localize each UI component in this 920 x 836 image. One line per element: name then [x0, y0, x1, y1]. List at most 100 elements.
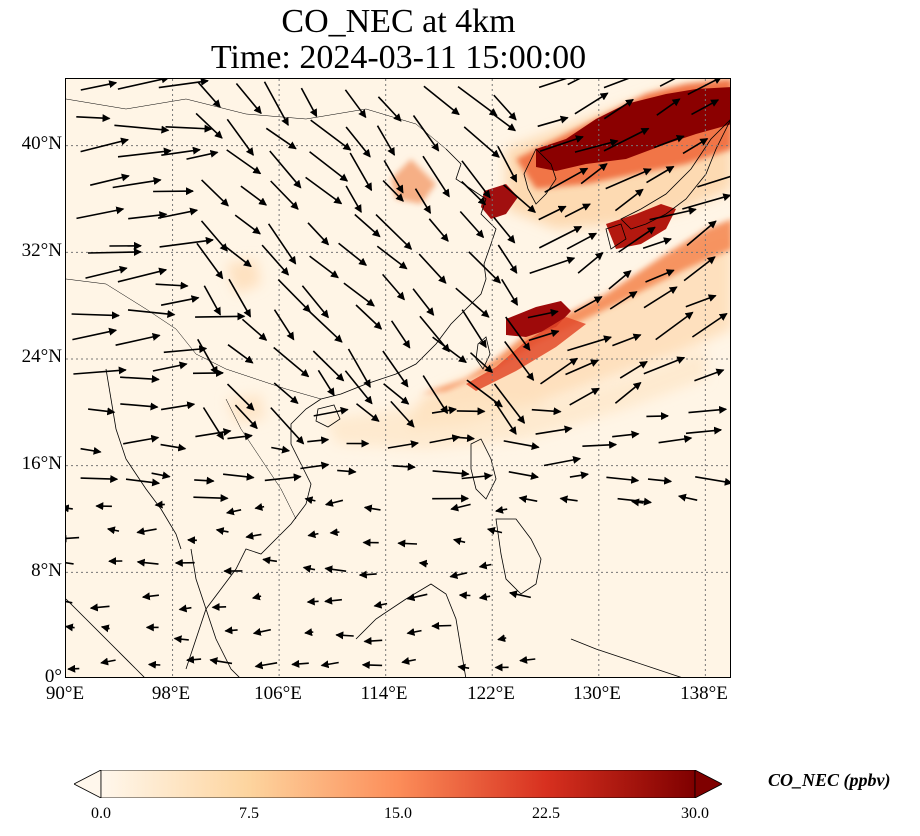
wind-arrow	[497, 244, 518, 274]
colorbar	[74, 770, 722, 798]
wind-arrow	[537, 115, 569, 128]
wind-arrow	[160, 443, 187, 452]
wind-arrow	[347, 348, 371, 388]
gridlines	[66, 79, 730, 677]
wind-arrow	[141, 592, 159, 601]
colorbar-extend-max	[694, 770, 722, 798]
wind-arrow	[273, 309, 295, 341]
wind-arrow	[263, 81, 289, 126]
wind-arrow	[418, 559, 428, 568]
wind-arrow	[457, 663, 470, 672]
china-coastline	[320, 148, 497, 400]
wind-arrow	[120, 375, 160, 383]
wind-arrow	[383, 160, 404, 194]
wind-arrow	[612, 333, 642, 347]
wind-arrow	[682, 138, 709, 155]
wind-arrow	[267, 223, 297, 265]
wind-arrow	[312, 350, 345, 382]
wind-arrow	[307, 436, 330, 445]
wind-arrow	[309, 151, 349, 182]
wind-arrow	[197, 81, 221, 108]
wind-arrow	[211, 603, 227, 612]
plume-high-japan-south	[606, 204, 676, 249]
wind-arrow	[478, 561, 492, 570]
plume-mid-band	[421, 219, 730, 394]
wind-arrow	[497, 145, 518, 183]
wind-arrow	[569, 387, 600, 406]
wind-arrow	[642, 237, 672, 250]
wind-arrow	[154, 500, 165, 509]
wind-arrow	[254, 503, 265, 511]
wind-arrow	[493, 383, 526, 424]
wind-arrow	[343, 282, 375, 307]
wind-arrow	[567, 79, 581, 86]
wind-arrow	[80, 137, 129, 153]
wind-arrow	[567, 335, 612, 352]
lon-label-90e: 90°E	[45, 683, 85, 704]
wind-arrow	[691, 312, 728, 338]
wind-arrow	[646, 165, 675, 184]
wind-arrow	[309, 255, 339, 279]
wind-arrow	[566, 232, 598, 250]
wind-arrow	[335, 631, 354, 640]
wind-arrow	[432, 336, 467, 364]
wind-arrow	[155, 281, 189, 290]
wind-arrow	[656, 98, 681, 116]
wind-arrow	[605, 168, 652, 190]
wind-arrow	[202, 407, 224, 440]
wind-arrow	[349, 152, 373, 192]
colorbar-extend-min	[74, 770, 102, 798]
wind-arrow	[270, 407, 305, 445]
wind-arrow	[456, 407, 486, 416]
wind-arrow	[354, 213, 381, 238]
wind-arrow	[85, 265, 128, 279]
wind-arrow	[469, 352, 494, 373]
wind-arrow	[466, 379, 503, 408]
wind-arrow	[418, 253, 447, 284]
wind-arrow	[73, 366, 127, 375]
wind-arrow	[574, 92, 609, 115]
wind-arrow	[503, 184, 536, 213]
chart-title: CO_NEC at 4km	[281, 3, 516, 40]
wind-arrow	[264, 473, 302, 482]
wind-arrow	[106, 526, 120, 535]
wind-arrow	[449, 571, 468, 579]
wind-arrow	[422, 155, 450, 198]
wind-arrow	[324, 596, 342, 605]
wind-arrow	[397, 539, 418, 548]
wind-arrow	[540, 357, 579, 385]
wind-arrow	[72, 327, 118, 341]
wind-arrow	[376, 245, 408, 270]
wind-arrow	[200, 220, 228, 252]
wind-arrow	[645, 269, 675, 283]
wind-arrow	[565, 359, 599, 376]
lat-label-16n: 16°N	[21, 453, 62, 474]
wind-arrow	[685, 426, 723, 435]
lat-label-8n: 8°N	[31, 560, 62, 581]
wind-arrow	[450, 503, 471, 512]
wind-arrow	[697, 175, 730, 188]
wind-arrow	[66, 534, 80, 543]
wind-arrow	[76, 114, 111, 123]
wind-arrow	[486, 526, 503, 535]
wind-arrow	[609, 291, 638, 310]
wind-arrow	[682, 193, 730, 210]
wind-arrow	[406, 593, 428, 602]
wind-arrow	[100, 657, 116, 666]
wind-arrow	[428, 218, 449, 242]
japan-kyushu	[605, 223, 627, 250]
wind-arrow	[265, 127, 297, 150]
wind-arrow	[241, 318, 268, 341]
wind-arrow	[203, 285, 221, 316]
wind-arrow	[195, 312, 246, 321]
wind-arrow	[603, 127, 650, 152]
wind-arrow	[159, 236, 214, 248]
wind-arrow	[383, 383, 410, 405]
wind-arrow	[461, 180, 487, 206]
wind-arrow	[195, 428, 232, 438]
wind-arrow	[453, 434, 475, 443]
wind-arrow	[66, 597, 73, 606]
wind-arrow	[324, 565, 347, 574]
wind-arrow	[461, 472, 493, 481]
korea-peninsula	[523, 148, 557, 205]
